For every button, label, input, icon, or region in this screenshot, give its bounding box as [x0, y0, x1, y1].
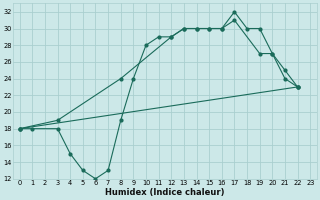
- X-axis label: Humidex (Indice chaleur): Humidex (Indice chaleur): [105, 188, 225, 197]
